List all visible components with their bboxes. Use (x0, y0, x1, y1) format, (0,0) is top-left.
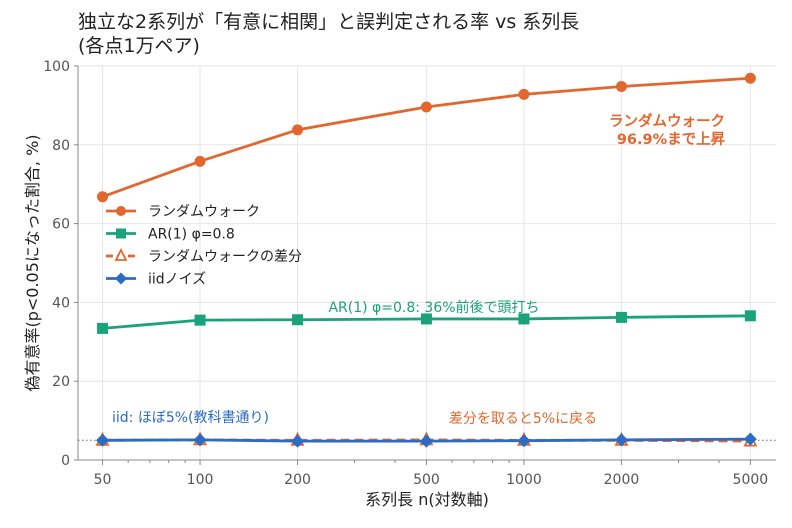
data-point-iid-noise (193, 433, 207, 447)
y-axis-label: 偽有意率(p<0.05になった割合, %) (23, 134, 42, 391)
data-point-random-walk (292, 124, 304, 136)
data-point-iid-noise (614, 433, 628, 447)
annotation-ar1: AR(1) φ=0.8: 36%前後で頭打ち (328, 299, 539, 316)
data-point-iid-noise (291, 434, 305, 448)
y-tick-label: 20 (52, 374, 70, 390)
data-point-random-walk (97, 191, 109, 203)
chart-title: 独立な2系列が「有意に相関」と誤判定される率 vs 系列長 (各点1万ペア) (78, 10, 778, 58)
x-tick-label: 2000 (604, 472, 640, 488)
chart-title-line1: 独立な2系列が「有意に相関」と誤判定される率 vs 系列長 (78, 11, 580, 33)
x-tick-label: 1000 (506, 472, 542, 488)
data-point-random-walk (615, 80, 627, 92)
data-point-ar1 (744, 310, 756, 322)
annotation-iid: iid: ほぼ5%(教科書通り) (112, 410, 269, 426)
legend-label-random-walk: ランダムウォーク (148, 204, 260, 220)
x-tick-label: 500 (413, 472, 440, 488)
data-point-iid-noise (517, 434, 531, 448)
legend-marker-rw-diff (114, 247, 128, 261)
annotation-diff: 差分を取ると5%に戻る (449, 411, 597, 427)
legend-marker-random-walk (116, 206, 126, 216)
data-point-ar1 (518, 313, 530, 325)
data-point-ar1 (292, 314, 304, 326)
data-point-iid-noise (743, 432, 757, 446)
legend-marker-iid-noise (115, 272, 127, 285)
x-axis-label: 系列長 n(対数軸) (365, 490, 489, 509)
legend-label-ar1: AR(1) φ=0.8 (148, 227, 235, 243)
y-tick-label: 100 (43, 59, 70, 75)
x-tick-label: 100 (187, 472, 214, 488)
legend-label-iid-noise: iidノイズ (148, 272, 206, 288)
data-point-random-walk (744, 72, 756, 84)
legend-label-rw-diff: ランダムウォークの差分 (148, 249, 302, 265)
chart-title-line2: (各点1万ペア) (78, 35, 200, 57)
data-point-ar1 (420, 313, 432, 325)
y-tick-label: 60 (52, 217, 70, 233)
x-tick-label: 5000 (733, 472, 769, 488)
data-point-iid-noise (419, 434, 433, 448)
data-point-random-walk (420, 101, 432, 113)
y-tick-label: 80 (52, 138, 70, 154)
x-tick-label: 200 (284, 472, 311, 488)
data-point-ar1 (194, 314, 206, 326)
data-point-random-walk (518, 88, 530, 100)
data-point-ar1 (97, 322, 109, 334)
x-tick-label: 50 (94, 472, 112, 488)
annotation-random-walk-line2: 96.9%まで上昇 (617, 131, 726, 148)
data-point-ar1 (615, 311, 627, 323)
y-tick-label: 0 (61, 453, 70, 469)
annotation-random-walk-line1: ランダムウォーク (609, 112, 725, 130)
legend-marker-ar1 (116, 228, 126, 239)
data-point-random-walk (194, 155, 206, 167)
y-tick-label: 40 (52, 295, 70, 311)
data-point-iid-noise (96, 433, 110, 447)
